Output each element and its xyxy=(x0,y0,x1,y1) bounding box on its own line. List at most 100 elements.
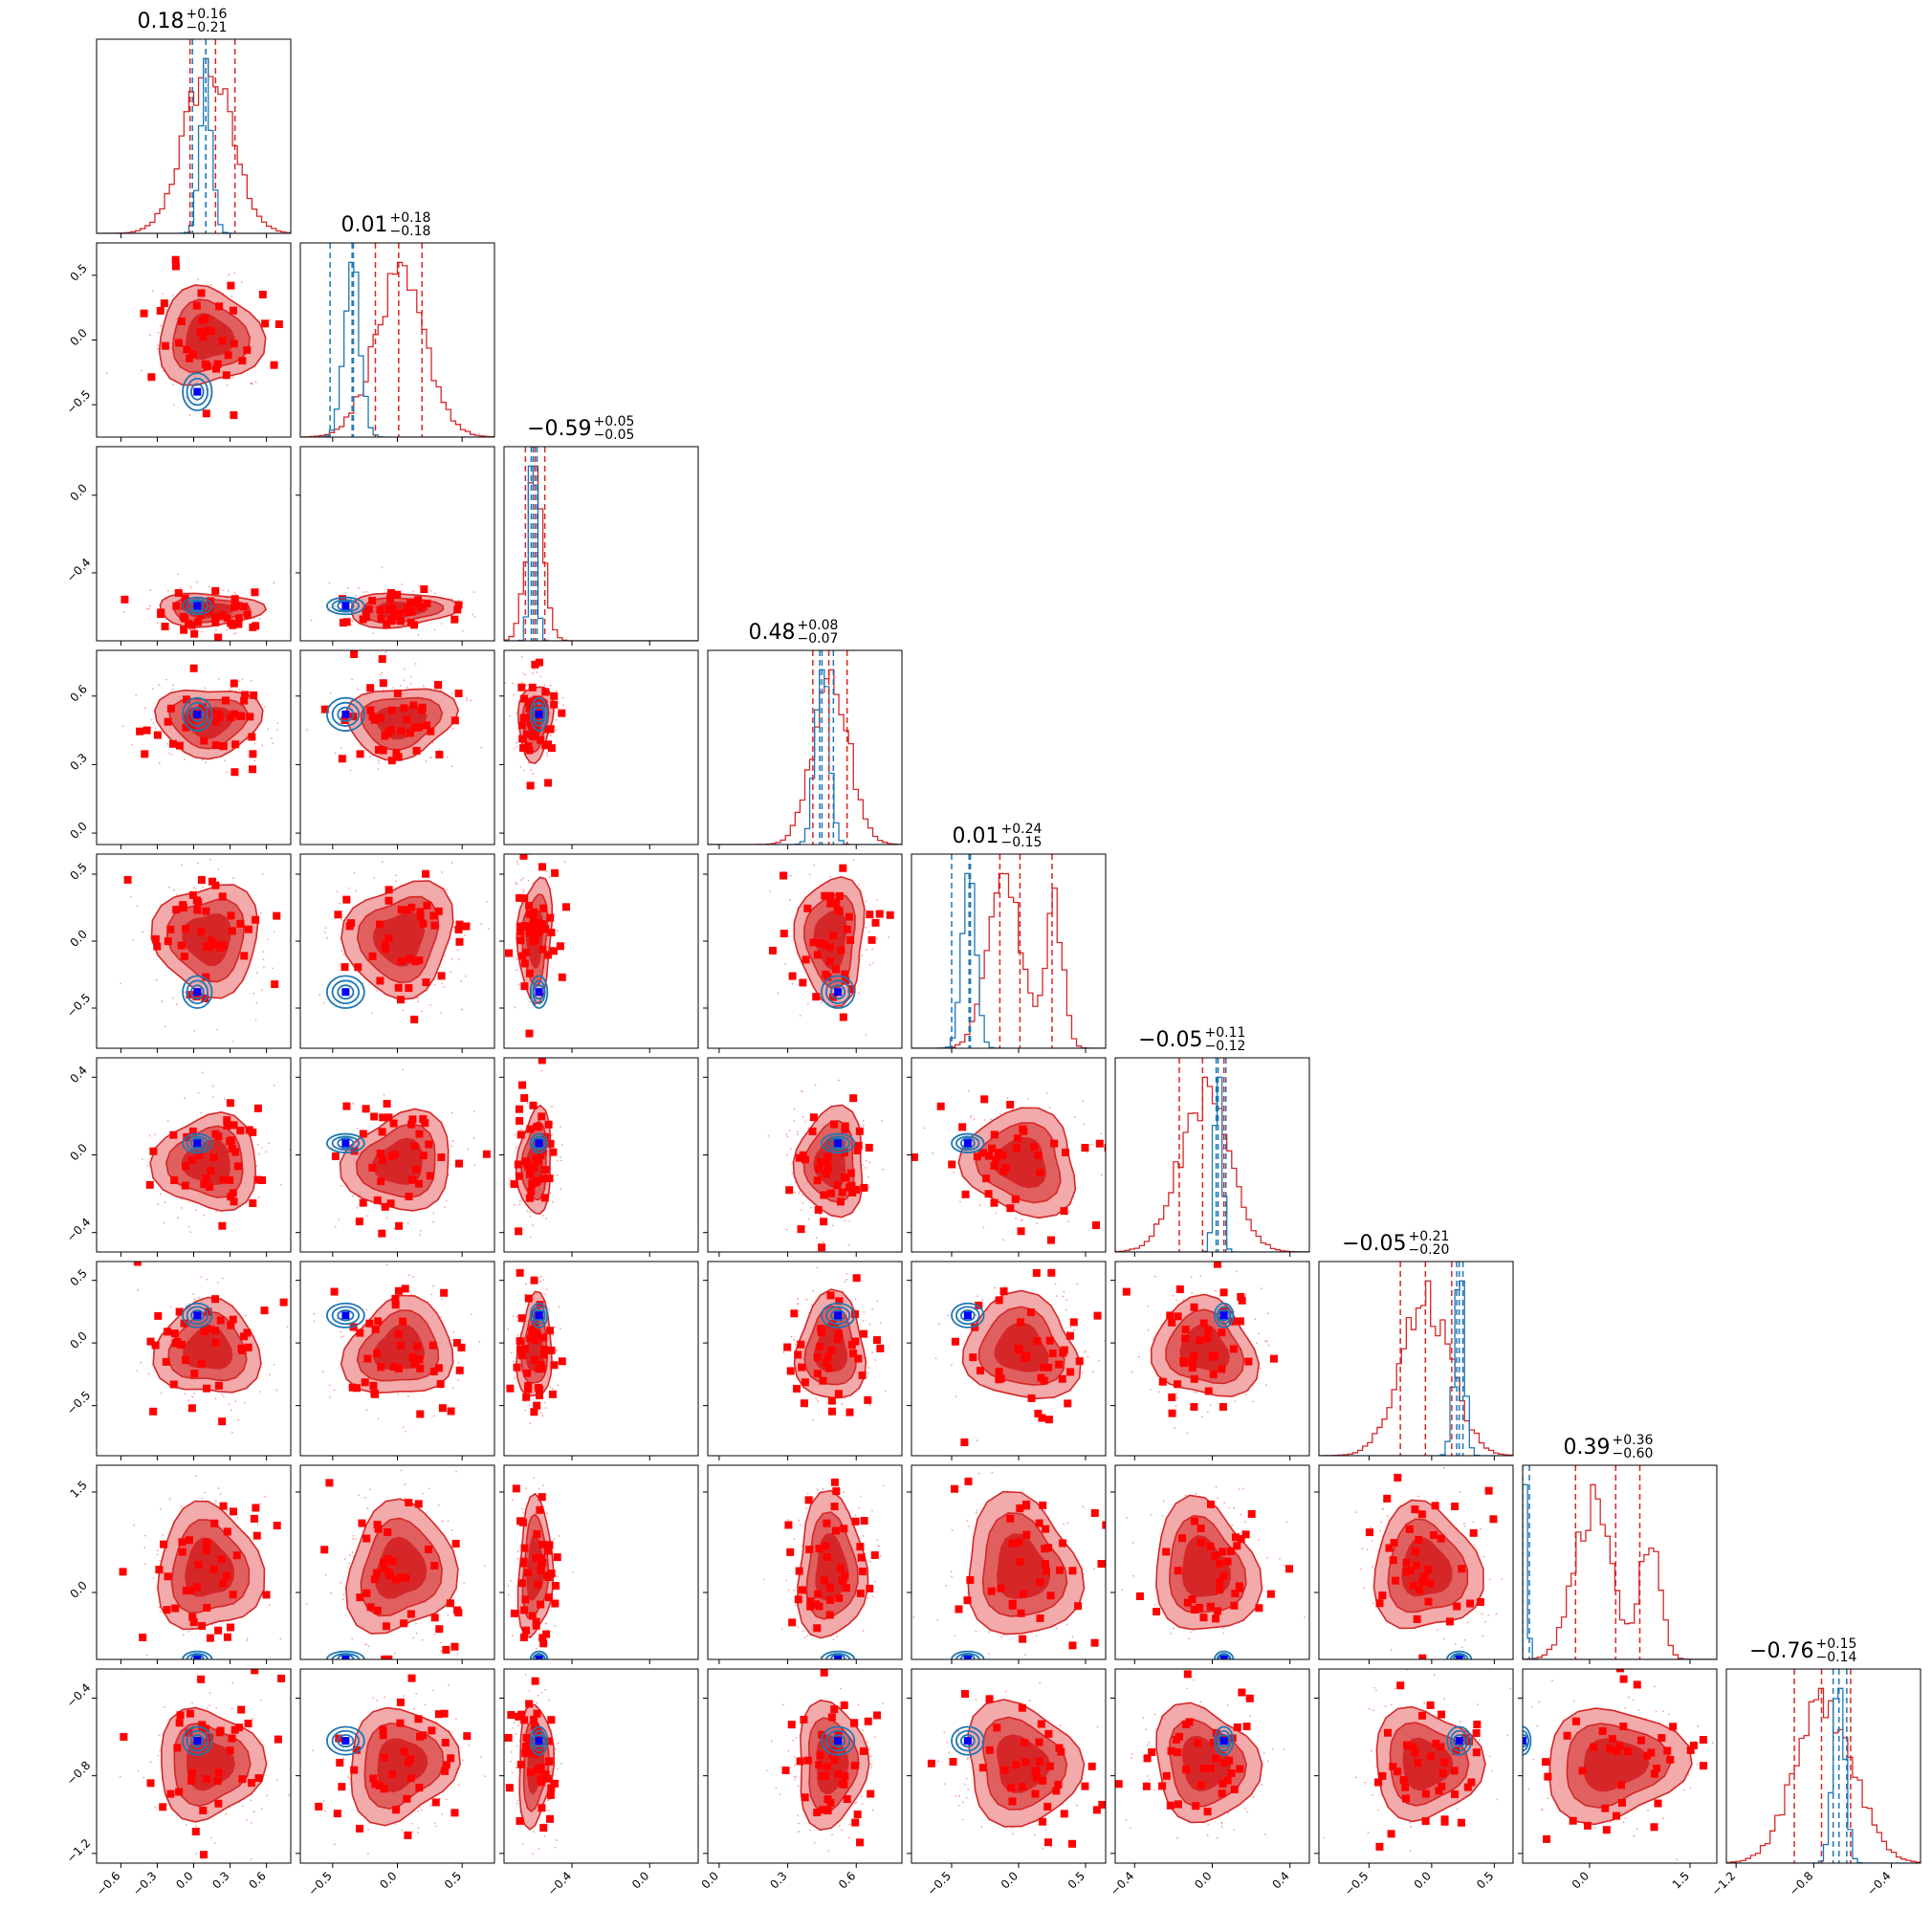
blue-contour xyxy=(190,1137,205,1150)
red-sample-point xyxy=(343,1558,346,1560)
red-sample-point xyxy=(231,1431,233,1434)
red-square-marker xyxy=(825,956,834,965)
red-sample-point xyxy=(518,1129,521,1131)
red-square-marker xyxy=(1013,1144,1021,1153)
red-sample-point xyxy=(159,1611,162,1613)
red-sample-point xyxy=(868,963,871,966)
red-square-marker xyxy=(779,871,788,880)
red-sample-point xyxy=(273,1363,275,1366)
red-sample-point xyxy=(414,663,417,665)
red-square-marker xyxy=(516,1131,525,1139)
red-square-marker xyxy=(429,911,438,920)
red-square-marker xyxy=(1044,1416,1053,1424)
red-sample-point xyxy=(182,1634,185,1636)
red-square-marker xyxy=(425,1140,433,1149)
blue-contour xyxy=(190,1654,205,1659)
red-square-marker xyxy=(389,1362,398,1371)
panel-7-0: 0.01.5 xyxy=(67,1433,292,1664)
red-square-marker xyxy=(188,350,197,359)
red-sample-point xyxy=(433,628,436,631)
red-square-marker xyxy=(1046,1236,1055,1244)
red-square-marker xyxy=(194,1561,203,1570)
red-sample-point xyxy=(334,1225,337,1228)
red-sample-point xyxy=(450,598,453,601)
blue-contour xyxy=(331,1135,361,1152)
red-square-marker xyxy=(209,1565,218,1573)
red-square-marker xyxy=(423,599,431,607)
red-sample-point xyxy=(545,1218,547,1219)
red-square-marker xyxy=(213,360,222,368)
red-sample-point xyxy=(262,966,265,969)
red-sample-point xyxy=(224,759,226,762)
red-sample-point xyxy=(166,1120,169,1122)
red-sample-point xyxy=(197,278,200,281)
red-square-marker xyxy=(538,863,547,871)
red-square-marker xyxy=(816,1343,824,1351)
red-square-marker xyxy=(140,309,148,318)
red-square-marker xyxy=(218,337,227,345)
red-square-marker xyxy=(387,757,396,765)
red-sample-point xyxy=(861,955,864,956)
red-square-marker xyxy=(377,614,385,623)
red-sample-point xyxy=(539,1412,542,1415)
red-sample-point xyxy=(208,585,210,588)
red-sample-point xyxy=(464,934,466,936)
red-square-marker xyxy=(827,1346,836,1354)
red-square-marker xyxy=(207,327,215,336)
red-square-marker xyxy=(197,927,206,935)
red-sample-point xyxy=(1067,1220,1070,1223)
red-square-marker xyxy=(835,907,844,915)
red-square-marker xyxy=(1213,1262,1221,1268)
red-sample-point xyxy=(384,651,387,653)
red-sample-point xyxy=(488,928,490,931)
red-sample-point xyxy=(353,1330,355,1333)
red-square-marker xyxy=(520,959,529,968)
blue-histogram xyxy=(1319,1280,1513,1456)
red-sample-point xyxy=(533,668,536,670)
red-sample-point xyxy=(377,768,380,771)
red-square-marker xyxy=(454,689,463,697)
red-square-marker xyxy=(370,1389,379,1397)
red-sample-point xyxy=(405,1430,407,1433)
red-sample-point xyxy=(1252,1400,1254,1403)
red-sample-point xyxy=(406,686,408,689)
red-sample-point xyxy=(193,628,195,631)
y-tick-label: 0.4 xyxy=(67,1064,89,1086)
red-sample-point xyxy=(209,1433,211,1435)
red-square-marker xyxy=(1006,1204,1015,1213)
red-sample-point xyxy=(159,1560,162,1562)
red-sample-point xyxy=(255,1001,258,1004)
red-square-marker xyxy=(400,704,408,713)
red-square-marker xyxy=(482,1150,491,1158)
red-square-marker xyxy=(886,911,894,919)
red-sample-point xyxy=(244,1314,247,1317)
red-sample-point xyxy=(175,1003,178,1006)
red-sample-point xyxy=(342,954,345,955)
red-sample-point xyxy=(340,746,342,749)
red-sample-point xyxy=(872,961,875,964)
red-square-marker xyxy=(524,698,533,707)
red-sample-point xyxy=(240,281,243,283)
panel-2-2: −0.59 +0.05−0.05 xyxy=(503,414,699,646)
red-square-marker xyxy=(391,1301,400,1309)
red-sample-point xyxy=(272,967,274,970)
red-square-marker xyxy=(187,1586,195,1594)
red-sample-point xyxy=(455,1470,458,1473)
red-square-marker xyxy=(528,683,537,692)
red-sample-point xyxy=(351,1551,354,1553)
red-square-marker xyxy=(397,1341,406,1350)
red-sample-point xyxy=(1244,1394,1247,1395)
red-square-marker xyxy=(180,626,188,634)
red-sample-point xyxy=(340,918,343,921)
red-square-marker xyxy=(531,1335,539,1344)
red-sample-point xyxy=(186,396,187,399)
red-sample-point xyxy=(282,1258,284,1260)
blue-truth-marker xyxy=(535,1139,543,1148)
red-square-marker xyxy=(369,1381,378,1390)
y-tick-label: 0.0 xyxy=(67,820,89,842)
red-sample-point xyxy=(854,1307,856,1310)
red-sample-point xyxy=(814,1084,817,1087)
red-square-marker xyxy=(231,740,240,749)
red-sample-point xyxy=(402,1068,405,1071)
red-square-marker xyxy=(1064,1399,1072,1408)
